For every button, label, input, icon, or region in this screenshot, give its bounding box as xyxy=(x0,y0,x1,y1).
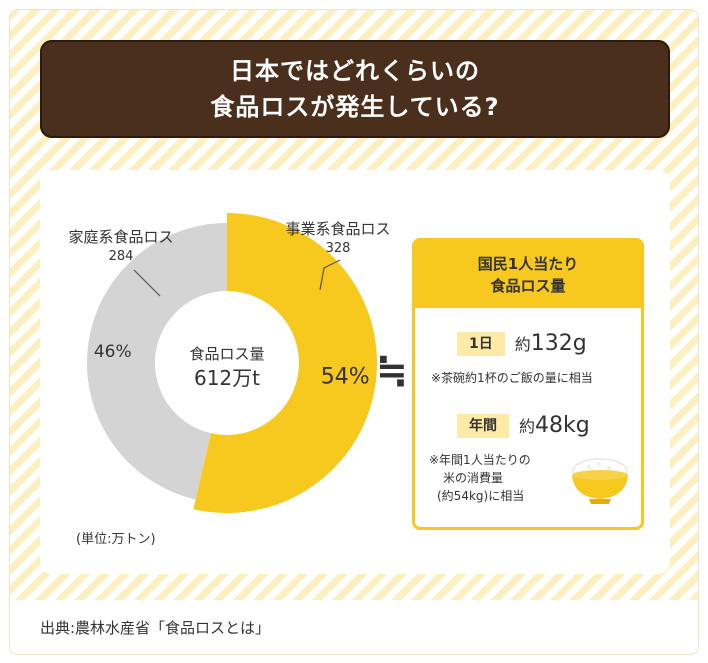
center-label-line-1: 食品ロス量 xyxy=(189,345,264,363)
yearly-number: 48 xyxy=(535,413,564,438)
per-capita-info-box: 国民1人当たり 食品ロス量 1日 約132g ※茶碗約1杯のご飯の量に相当 年間… xyxy=(412,238,644,530)
info-header-line-2: 食品ロス量 xyxy=(490,276,566,295)
daily-unit: g xyxy=(572,331,587,356)
business-value: 328 xyxy=(325,241,351,256)
yearly-note-line-1: ※年間1人当たりの xyxy=(429,453,531,467)
title-line-1: 日本ではどれくらいの xyxy=(230,57,480,85)
household-slice xyxy=(87,223,227,500)
source-text: 出典:農林水産省「食品ロスとは」 xyxy=(40,619,271,637)
info-header-line-1: 国民1人当たり xyxy=(477,254,579,273)
yearly-amount: 約48kg xyxy=(519,413,590,438)
center-label-line-2: 612万t xyxy=(194,366,260,390)
yearly-row: 年間 約48kg xyxy=(457,413,590,438)
business-label: 事業系食品ロス 328 xyxy=(258,218,418,256)
business-percent-label: 54% xyxy=(321,364,370,389)
daily-note: ※茶碗約1杯のご飯の量に相当 xyxy=(431,371,593,385)
yearly-note-line-2: 米の消費量 xyxy=(443,471,504,485)
approx-equal-symbol: ≒ xyxy=(376,348,408,392)
title-banner: 日本ではどれくらいの 食品ロスが発生している? xyxy=(40,40,670,138)
daily-row: 1日 約132g xyxy=(457,331,587,356)
business-name: 事業系食品ロス xyxy=(285,220,391,238)
household-value: 284 xyxy=(108,249,134,264)
title-line-2: 食品ロスが発生している? xyxy=(210,93,500,121)
daily-prefix: 約 xyxy=(514,335,531,354)
yearly-note-line-3: (約54kg)に相当 xyxy=(437,489,525,503)
yearly-note: ※年間1人当たりの 米の消費量 (約54kg)に相当 xyxy=(429,451,531,505)
unit-note: (単位:万トン) xyxy=(76,532,156,547)
yearly-unit: kg xyxy=(563,413,590,438)
daily-tag: 1日 xyxy=(457,331,505,356)
household-leader-line xyxy=(133,269,161,297)
household-name: 家庭系食品ロス xyxy=(68,228,174,246)
food-loss-donut-chart: 54% 46% 食品ロス量 612万t xyxy=(87,213,378,513)
household-percent-label: 46% xyxy=(94,342,132,362)
daily-number: 132 xyxy=(530,331,573,356)
yearly-prefix: 約 xyxy=(519,417,536,436)
source-footer: 出典:農林水産省「食品ロスとは」 xyxy=(10,600,698,654)
rice-bowl-icon xyxy=(572,458,628,504)
info-header: 国民1人当たり 食品ロス量 xyxy=(415,241,641,308)
daily-amount: 約132g xyxy=(515,331,587,356)
infographic-frame: 日本ではどれくらいの 食品ロスが発生している? 54% 46% 食品ロス量 612万t… xyxy=(10,10,698,654)
business-leader-line xyxy=(319,259,341,291)
business-slice xyxy=(193,213,378,513)
household-label: 家庭系食品ロス 284 xyxy=(46,226,196,264)
yearly-tag: 年間 xyxy=(457,413,509,438)
